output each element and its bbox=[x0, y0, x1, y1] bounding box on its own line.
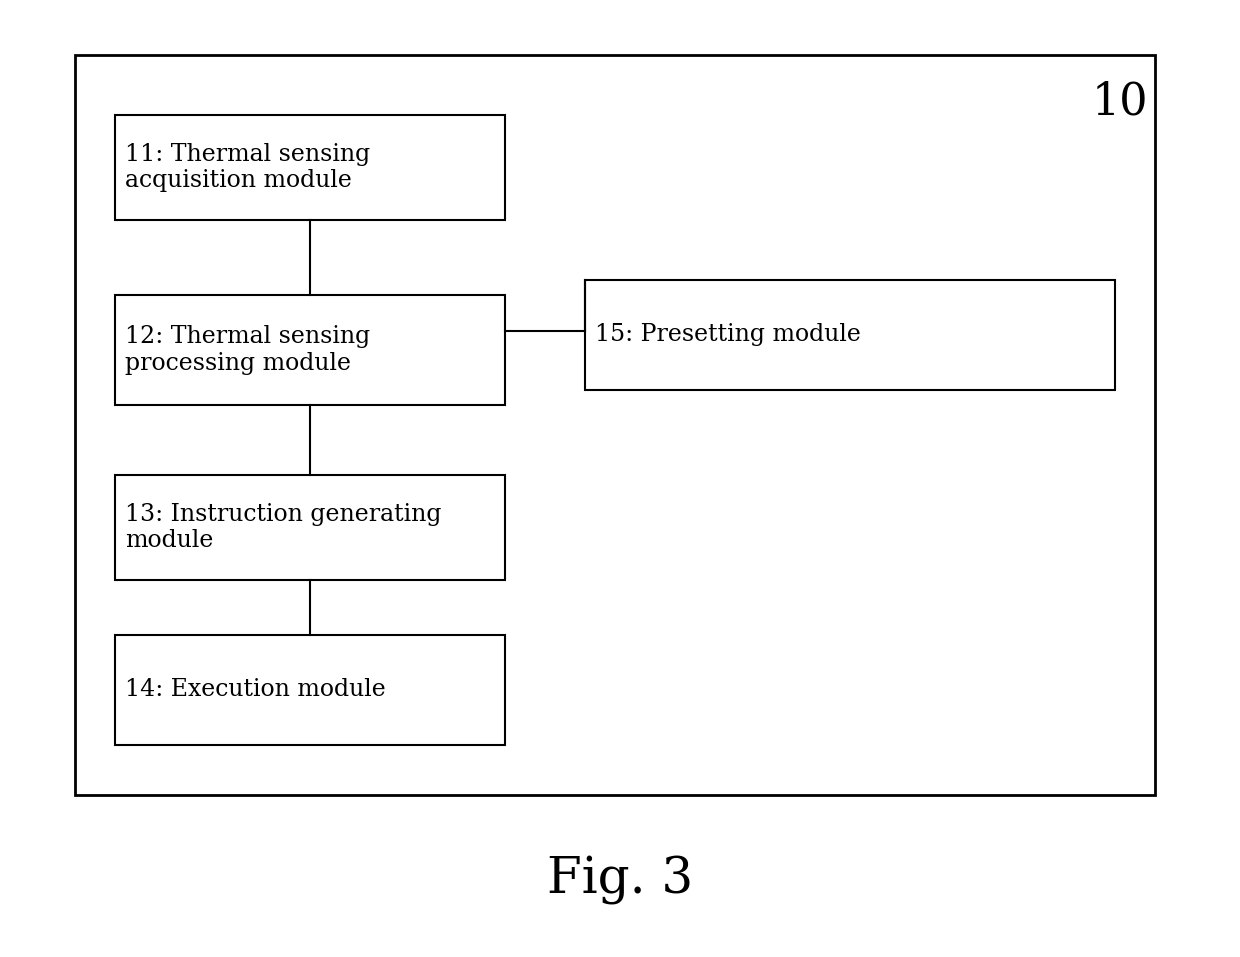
Text: 15: Presetting module: 15: Presetting module bbox=[595, 323, 861, 346]
Bar bbox=[115, 635, 505, 745]
Bar bbox=[115, 475, 505, 580]
Text: 13: Instruction generating
module: 13: Instruction generating module bbox=[125, 502, 441, 552]
Bar bbox=[585, 280, 1115, 390]
Bar bbox=[115, 115, 505, 220]
Bar bbox=[74, 55, 1154, 795]
Bar bbox=[115, 295, 505, 405]
Text: 14: Execution module: 14: Execution module bbox=[125, 679, 386, 701]
Text: 11: Thermal sensing
acquisition module: 11: Thermal sensing acquisition module bbox=[125, 143, 371, 192]
Text: Fig. 3: Fig. 3 bbox=[547, 856, 693, 904]
Text: 10: 10 bbox=[1091, 80, 1148, 123]
Text: 12: Thermal sensing
processing module: 12: Thermal sensing processing module bbox=[125, 325, 371, 375]
